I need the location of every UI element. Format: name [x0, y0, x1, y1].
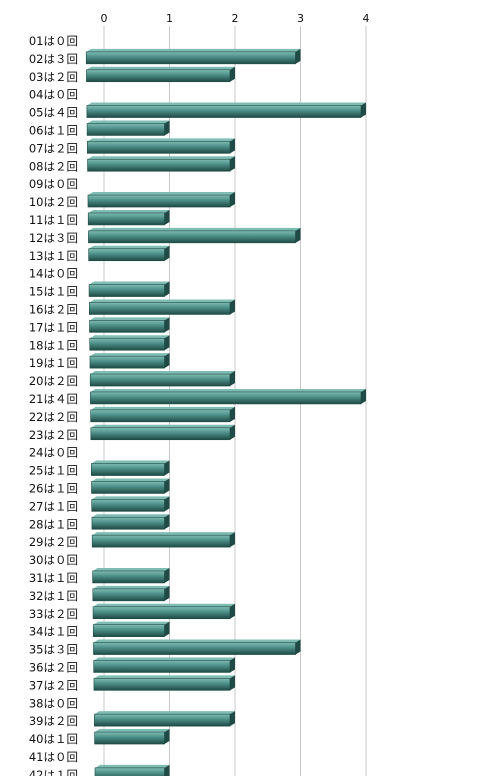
bar: [91, 496, 170, 512]
category-label: 06は１回: [29, 123, 78, 137]
category-label: 12は３回: [29, 231, 78, 245]
x-tick-label: 0: [101, 12, 108, 25]
bar: [93, 675, 235, 691]
bar: [91, 532, 235, 548]
category-label: 08は２回: [29, 159, 78, 173]
category-label: 27は１回: [29, 499, 78, 513]
category-label: 28は１回: [29, 517, 78, 531]
category-label: 37は２回: [29, 678, 78, 692]
bar: [90, 406, 236, 423]
bar: [92, 603, 235, 620]
category-label: 14は０回: [29, 267, 78, 281]
bars: [85, 48, 367, 776]
category-label: 07は２回: [29, 141, 78, 155]
category-labels: 01は０回 02は３回 03は２回 04は０回 05は４回 06は１回 07は２回 08は２回…: [29, 34, 78, 776]
category-label: 03は２回: [29, 70, 78, 84]
category-label: 34は１回: [29, 625, 78, 639]
category-label: 04は０回: [29, 88, 78, 102]
category-label: 38は０回: [29, 696, 78, 710]
bar: [87, 156, 235, 172]
category-label: 39は２回: [29, 714, 78, 728]
category-label: 22は２回: [29, 410, 78, 424]
category-label: 09は０回: [29, 177, 78, 191]
category-label: 01は０回: [29, 34, 78, 48]
bar: [94, 764, 170, 776]
category-label: 26は１回: [29, 481, 78, 495]
bar: [86, 120, 170, 136]
category-label: 18は１回: [29, 338, 78, 352]
bar: [87, 138, 235, 154]
bar: [88, 245, 170, 262]
bar: [94, 729, 170, 745]
bar: [87, 192, 235, 208]
category-label: 16は２回: [29, 302, 78, 316]
category-label: 17は１回: [29, 320, 78, 334]
category-label: 31は１回: [29, 571, 78, 585]
bar: [89, 317, 170, 333]
bar: [86, 102, 366, 118]
bar: [92, 621, 170, 637]
category-label: 02は３回: [29, 52, 78, 66]
category-label: 25は１回: [29, 464, 78, 478]
category-label: 36は２回: [29, 660, 78, 674]
bar: [89, 335, 170, 351]
category-label: 32は１回: [29, 589, 78, 603]
x-tick-label: 1: [166, 12, 173, 25]
bar: [88, 281, 170, 297]
bar: [90, 388, 367, 405]
category-label: 11は１回: [29, 213, 78, 227]
bar: [85, 48, 301, 65]
category-label: 42は１回: [29, 768, 78, 776]
bar: [86, 66, 235, 83]
category-label: 23は２回: [29, 428, 78, 442]
category-label: 33は２回: [29, 607, 78, 621]
bar: [93, 657, 235, 673]
bar: [88, 227, 301, 244]
bar: [89, 371, 236, 387]
bar: [89, 353, 170, 369]
bar: [92, 567, 170, 584]
category-label: 30は０回: [29, 553, 78, 567]
bar: [89, 299, 235, 315]
category-label: 10は２回: [29, 195, 78, 209]
category-label: 41は０回: [29, 750, 78, 764]
bar: [94, 711, 235, 727]
category-label: 24は０回: [29, 446, 78, 460]
category-label: 29は２回: [29, 535, 78, 549]
bar: [91, 514, 170, 530]
category-label: 20は２回: [29, 374, 78, 388]
x-tick-label: 3: [297, 12, 304, 25]
category-label: 40は１回: [29, 732, 78, 746]
x-tick-labels: 0 1 2 3 4: [101, 12, 370, 25]
bar: [90, 460, 170, 476]
category-label: 19は１回: [29, 356, 78, 370]
bar: [91, 478, 170, 494]
bar: [90, 424, 235, 441]
category-label: 15は１回: [29, 285, 78, 299]
bar: [87, 209, 170, 226]
category-label: 21は４回: [29, 392, 78, 406]
x-tick-label: 2: [232, 12, 239, 25]
category-label: 13は１回: [29, 249, 78, 263]
category-label: 35は３回: [29, 643, 78, 657]
bar: [92, 585, 170, 602]
bar: [93, 639, 301, 655]
category-label: 05は４回: [29, 106, 78, 120]
x-tick-label: 4: [363, 12, 370, 25]
